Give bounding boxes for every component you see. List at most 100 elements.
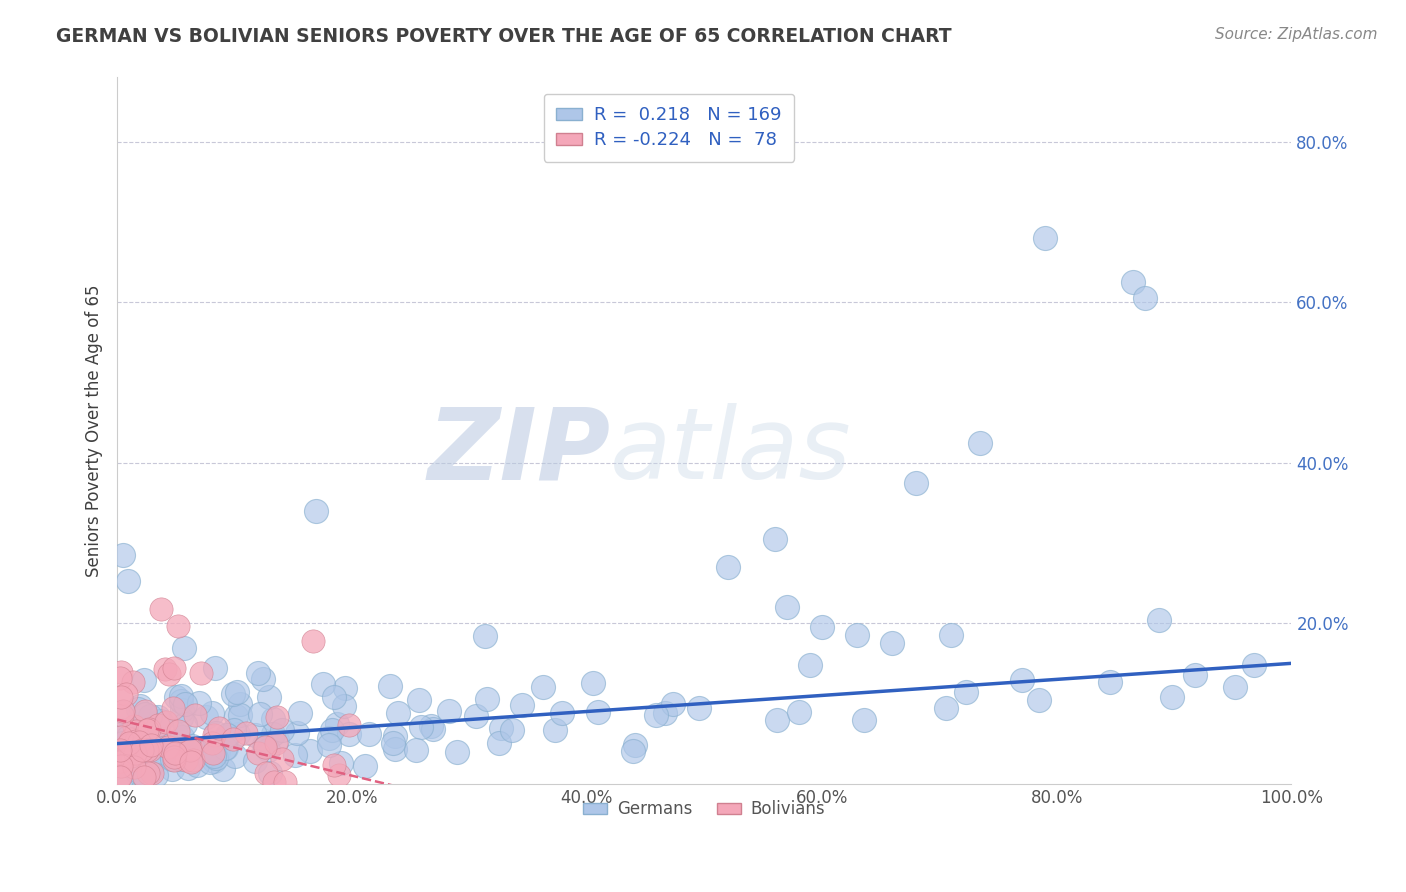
Point: [174, 717, 197, 731]
Point: [141, 738, 163, 752]
Point: [111, 708, 134, 723]
Point: [717, 560, 740, 574]
Point: [110, 759, 132, 773]
Point: [165, 690, 187, 705]
Point: [247, 746, 270, 760]
Point: [160, 752, 183, 766]
Point: [110, 665, 132, 679]
Point: [420, 719, 443, 733]
Point: [330, 756, 353, 770]
Point: [474, 629, 496, 643]
Point: [274, 775, 297, 789]
Point: [125, 734, 148, 748]
Point: [262, 727, 284, 741]
Point: [207, 745, 229, 759]
Point: [136, 766, 159, 780]
Point: [621, 744, 644, 758]
Point: [337, 726, 360, 740]
Point: [228, 707, 250, 722]
Point: [204, 660, 226, 674]
Point: [162, 700, 184, 714]
Text: ZIP: ZIP: [427, 403, 610, 500]
Point: [688, 701, 710, 715]
Point: [488, 736, 510, 750]
Point: [160, 762, 183, 776]
Point: [121, 759, 143, 773]
Point: [124, 747, 146, 761]
Point: [157, 740, 180, 755]
Point: [117, 738, 139, 752]
Point: [165, 746, 187, 760]
Point: [384, 730, 406, 744]
Point: [489, 721, 512, 735]
Point: [134, 704, 156, 718]
Point: [763, 532, 786, 546]
Point: [155, 661, 177, 675]
Point: [544, 723, 567, 738]
Point: [124, 723, 146, 738]
Point: [229, 698, 252, 712]
Point: [170, 730, 193, 744]
Point: [411, 720, 433, 734]
Point: [122, 760, 145, 774]
Point: [177, 741, 200, 756]
Point: [146, 718, 169, 732]
Point: [108, 742, 131, 756]
Point: [266, 733, 288, 747]
Point: [1099, 674, 1122, 689]
Point: [169, 747, 191, 761]
Point: [108, 748, 131, 763]
Point: [135, 723, 157, 738]
Point: [124, 746, 146, 760]
Point: [170, 690, 193, 704]
Point: [131, 742, 153, 756]
Point: [226, 684, 249, 698]
Point: [304, 504, 326, 518]
Point: [1028, 692, 1050, 706]
Point: [169, 751, 191, 765]
Point: [437, 704, 460, 718]
Point: [141, 765, 163, 780]
Point: [163, 753, 186, 767]
Point: [1160, 690, 1182, 705]
Point: [328, 768, 350, 782]
Point: [201, 706, 224, 720]
Point: [235, 726, 257, 740]
Legend: Germans, Bolivians: Germans, Bolivians: [576, 794, 832, 825]
Point: [318, 731, 340, 746]
Point: [184, 741, 207, 756]
Point: [120, 738, 142, 752]
Point: [285, 726, 308, 740]
Point: [145, 767, 167, 781]
Point: [1184, 668, 1206, 682]
Point: [176, 747, 198, 762]
Point: [222, 731, 245, 746]
Point: [112, 723, 135, 738]
Point: [121, 737, 143, 751]
Point: [184, 707, 207, 722]
Point: [132, 673, 155, 688]
Point: [252, 672, 274, 686]
Point: [935, 700, 957, 714]
Point: [477, 691, 499, 706]
Point: [224, 748, 246, 763]
Point: [129, 766, 152, 780]
Point: [117, 730, 139, 744]
Point: [108, 672, 131, 686]
Point: [810, 620, 832, 634]
Point: [173, 640, 195, 655]
Point: [201, 735, 224, 749]
Point: [1225, 681, 1247, 695]
Point: [112, 548, 135, 562]
Point: [132, 770, 155, 784]
Point: [501, 723, 523, 737]
Point: [118, 735, 141, 749]
Point: [222, 687, 245, 701]
Point: [775, 600, 797, 615]
Point: [108, 744, 131, 758]
Point: [202, 755, 225, 769]
Point: [550, 706, 572, 720]
Point: [127, 702, 149, 716]
Point: [853, 713, 876, 727]
Point: [110, 690, 132, 704]
